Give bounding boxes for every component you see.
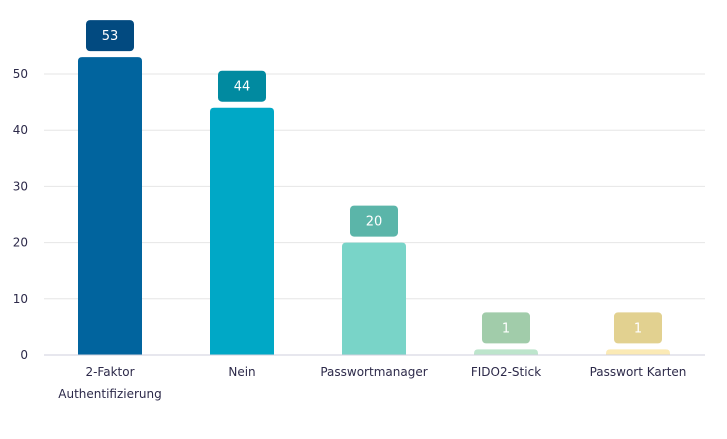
y-tick-label: 0 xyxy=(20,348,28,362)
y-tick-label: 20 xyxy=(13,236,28,250)
data-label: 20 xyxy=(366,215,383,230)
data-label: 44 xyxy=(234,80,251,95)
data-label-box xyxy=(86,20,134,52)
data-label-box xyxy=(350,205,398,237)
bar xyxy=(342,242,406,355)
y-tick-label: 40 xyxy=(13,123,28,137)
bar xyxy=(474,349,538,355)
data-label: 1 xyxy=(502,321,510,336)
x-tick-label: Passwortmanager xyxy=(320,365,427,379)
x-tick-label: Passwort Karten xyxy=(590,365,687,379)
bar xyxy=(210,107,274,355)
y-tick-label: 50 xyxy=(13,67,28,81)
x-tick-label: 2-Faktor xyxy=(85,365,134,379)
data-label-box xyxy=(218,70,266,102)
bar xyxy=(606,349,670,355)
bar xyxy=(78,57,142,355)
data-label-box xyxy=(482,312,530,344)
y-tick-label: 30 xyxy=(13,179,28,193)
data-label: 53 xyxy=(102,29,119,44)
data-label-box xyxy=(614,312,662,344)
y-tick-label: 10 xyxy=(13,292,28,306)
data-label: 1 xyxy=(634,321,642,336)
x-tick-label: Nein xyxy=(228,365,255,379)
x-tick-label: FIDO2-Stick xyxy=(471,365,541,379)
x-tick-label: Authentifizierung xyxy=(58,387,162,401)
